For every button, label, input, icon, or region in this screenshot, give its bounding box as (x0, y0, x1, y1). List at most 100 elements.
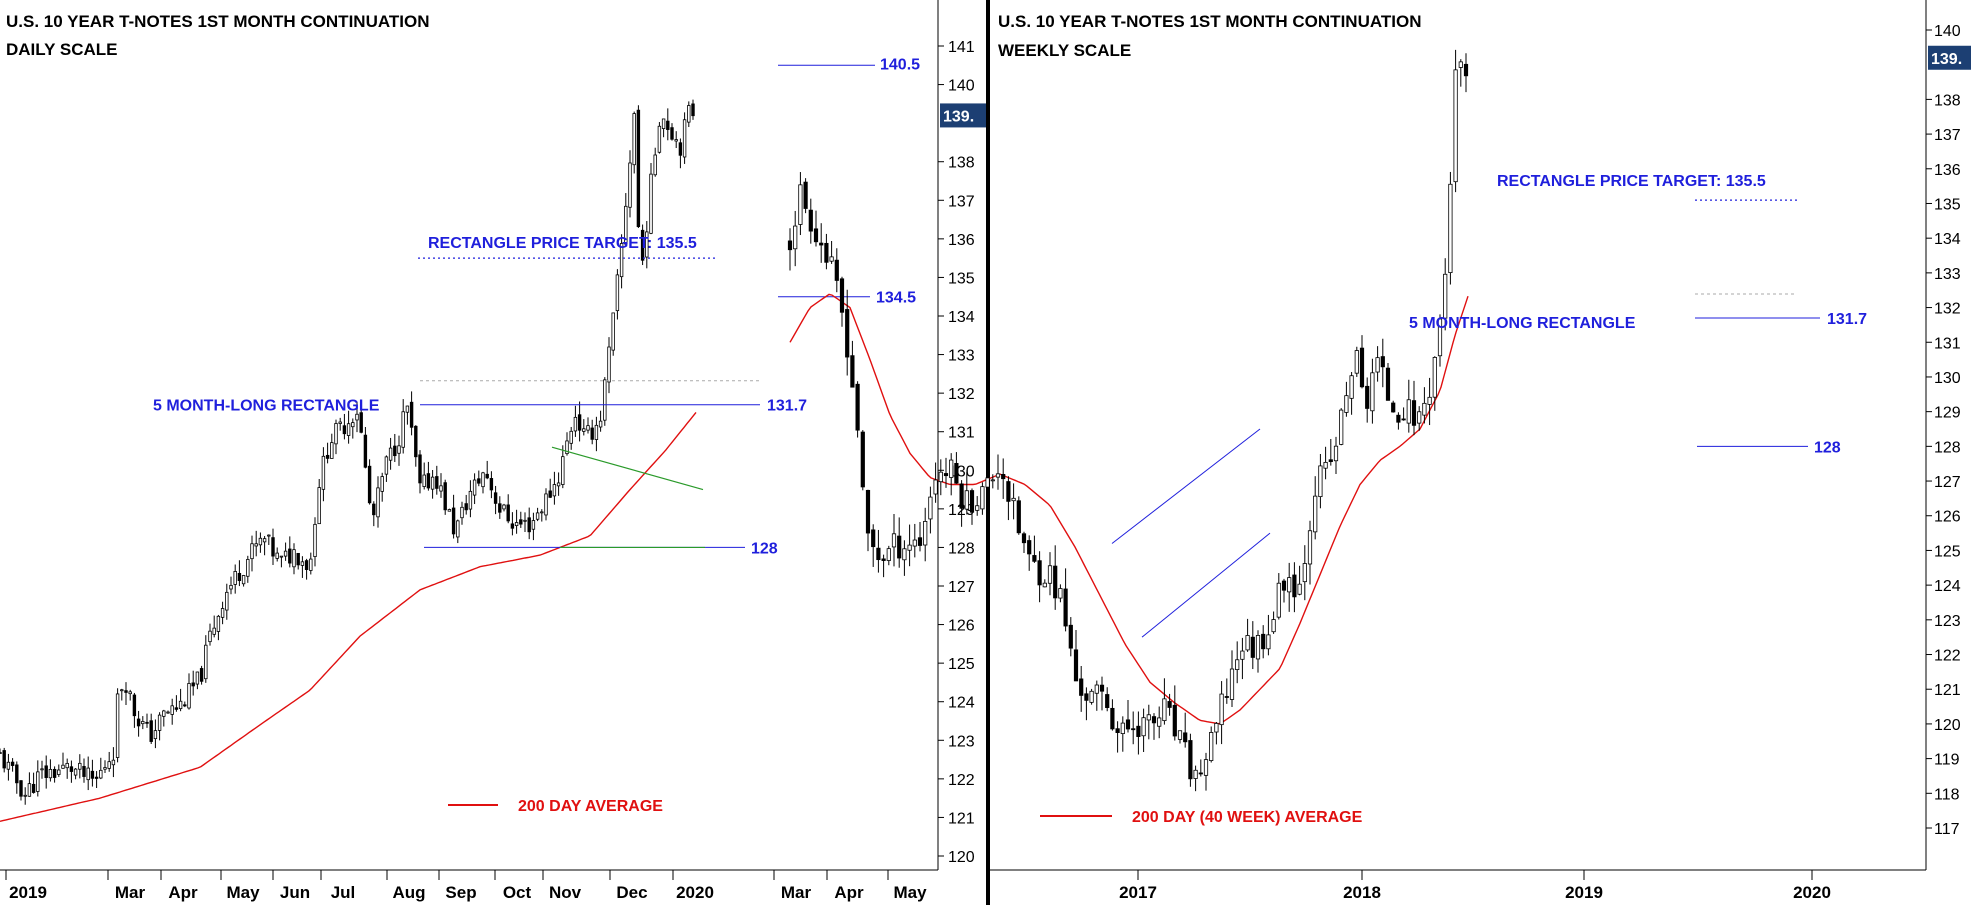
y-tick-label: 135 (1934, 196, 1961, 213)
candle (1120, 716, 1125, 752)
y-tick-label: 138 (948, 155, 975, 172)
candle (124, 682, 128, 705)
y-tick-label: 123 (948, 733, 975, 750)
candle (27, 772, 32, 797)
candle (519, 511, 523, 528)
candle (649, 163, 653, 235)
candle (949, 453, 954, 496)
candle (73, 768, 78, 780)
candle (1292, 562, 1297, 613)
candle (325, 442, 330, 464)
y-tick-label: 122 (1934, 648, 1961, 665)
weekly-annotations: 139. 5 MONTH-LONG RECTANGLE 131.7 128 RECTAN… (1111, 45, 1971, 638)
candle (334, 419, 338, 455)
candle (1463, 53, 1469, 93)
candle (19, 780, 23, 801)
candle (409, 391, 414, 436)
candle (275, 547, 279, 562)
x-tick-label: Oct (503, 883, 532, 902)
candle (174, 695, 179, 712)
candle (2, 747, 6, 773)
y-tick-label: 140 (1934, 23, 1961, 40)
x-tick-label: Sep (445, 883, 476, 902)
candle (1287, 562, 1292, 612)
candle (1037, 551, 1042, 603)
candle (422, 462, 426, 490)
candle (1058, 584, 1063, 603)
candle (1047, 552, 1053, 596)
y-tick-label: 129 (1934, 405, 1961, 422)
candle (199, 665, 204, 685)
candle (1250, 621, 1255, 670)
candle (611, 312, 615, 356)
candle (187, 673, 191, 710)
candle (691, 99, 695, 120)
y-tick-label: 126 (1934, 509, 1961, 526)
candle (1313, 476, 1318, 540)
rectangle-label: 5 MONTH-LONG RECTANGLE (153, 398, 380, 415)
candle (1333, 436, 1339, 475)
candle (183, 701, 187, 708)
candle (527, 507, 531, 540)
weekly-chart: U.S. 10 YEAR T-NOTES 1ST MONTH CONTINUAT… (787, 0, 1971, 902)
candle (943, 457, 949, 488)
candle (661, 118, 666, 138)
candle (481, 471, 485, 494)
candle (1068, 617, 1073, 657)
candle (162, 709, 166, 727)
candle (65, 758, 69, 779)
x-tick-label: 2019 (1565, 883, 1603, 902)
candle (1271, 611, 1276, 634)
candle (985, 458, 990, 488)
moving-average-line (0, 411, 697, 822)
candle (1079, 665, 1084, 712)
candle (1349, 372, 1354, 415)
y-tick-label: 117 (1934, 821, 1960, 838)
candle (1183, 712, 1188, 748)
candle (1089, 688, 1094, 705)
candle (687, 101, 691, 128)
candle (1073, 630, 1079, 682)
candle (99, 757, 103, 780)
candle (283, 542, 288, 561)
candle (393, 433, 397, 463)
candle (430, 470, 435, 499)
candle (632, 111, 636, 174)
candle (1245, 618, 1250, 652)
y-tick-label: 123 (1934, 613, 1961, 630)
x-tick-label: Apr (168, 883, 198, 902)
candle (439, 473, 443, 498)
candle (598, 410, 603, 432)
candle (891, 514, 897, 567)
candle (1001, 458, 1006, 499)
candle (860, 430, 865, 491)
candle (1131, 711, 1136, 745)
candle (1110, 699, 1115, 731)
candle (912, 523, 917, 558)
y-tick-label: 128 (1934, 439, 1961, 456)
x-tick-label: Jun (280, 883, 310, 902)
candle (300, 556, 305, 578)
candle (829, 240, 834, 264)
candle (0, 748, 2, 754)
candle (502, 503, 506, 512)
candle (886, 545, 891, 566)
y-tick-label: 132 (1934, 301, 1961, 318)
candle (902, 540, 907, 576)
candle (1458, 59, 1463, 87)
y-tick-label: 128 (948, 540, 975, 557)
candle (1281, 578, 1287, 603)
daily-annotations: 139. 5 MONTH-LONG RECTANGLE 131.7 128 RECTAN… (153, 56, 986, 557)
candle (1146, 704, 1151, 740)
candle (388, 437, 393, 470)
candle (258, 532, 263, 553)
y-tick-label: 127 (1934, 474, 1961, 491)
candle (1396, 412, 1401, 430)
y-tick-label: 124 (1934, 578, 1961, 595)
candle (813, 210, 819, 247)
candle (1053, 545, 1058, 610)
y-tick-label: 137 (948, 193, 975, 210)
candle (145, 713, 149, 728)
candle (855, 381, 860, 438)
